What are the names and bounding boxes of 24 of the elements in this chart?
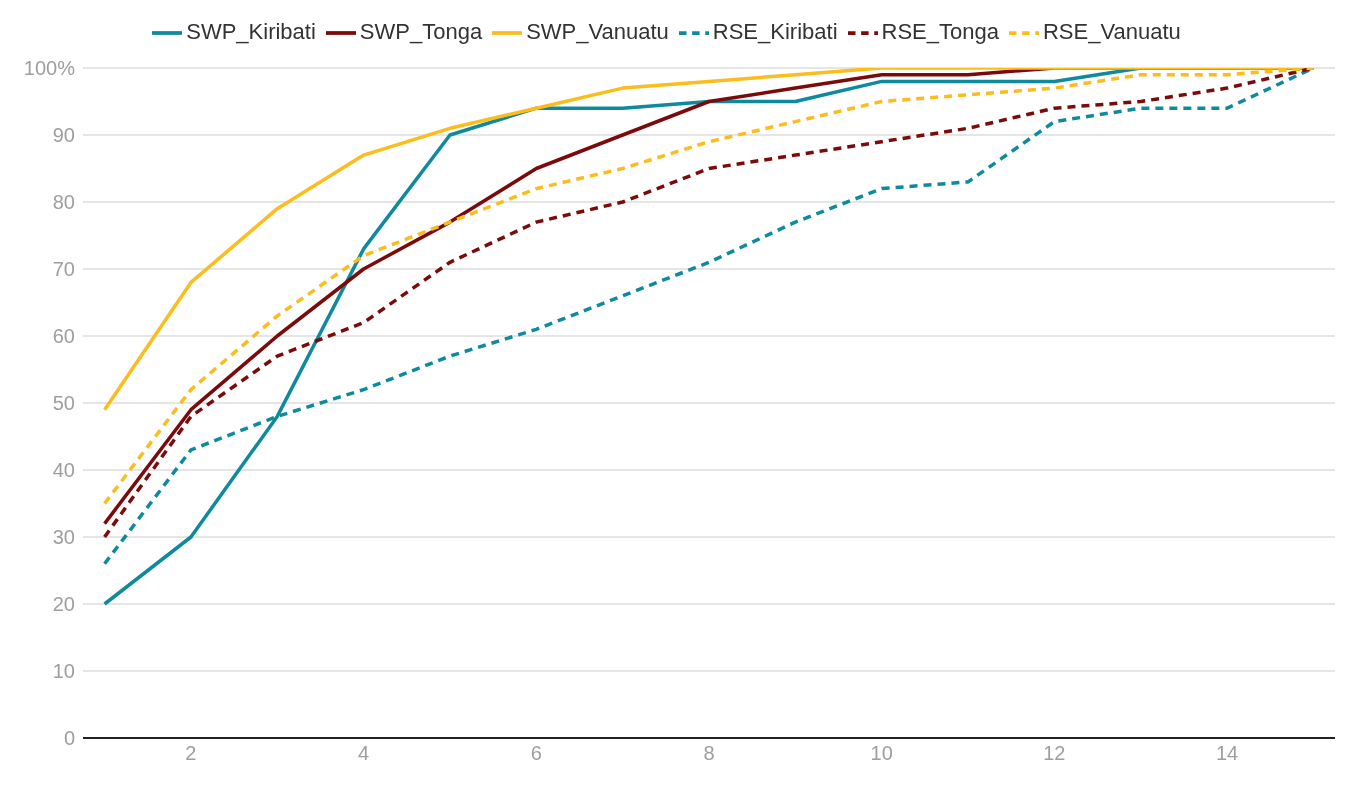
x-tick-label: 6 bbox=[530, 742, 542, 765]
y-tick-label: 70 bbox=[52, 258, 75, 281]
y-tick-label: 20 bbox=[52, 593, 75, 616]
x-tick-label: 10 bbox=[870, 742, 893, 765]
y-tick-label: 80 bbox=[52, 191, 75, 214]
x-tick-label: 12 bbox=[1043, 742, 1066, 765]
legend-label: RSE_Tonga bbox=[881, 18, 999, 44]
legend-label: RSE_Kiribati bbox=[712, 18, 838, 44]
y-tick-label: 100% bbox=[23, 57, 76, 80]
x-tick-label: 2 bbox=[185, 742, 197, 765]
x-tick-label: 8 bbox=[703, 742, 715, 765]
y-tick-label: 0 bbox=[63, 727, 75, 750]
y-tick-label: 90 bbox=[52, 124, 75, 147]
x-tick-label: 4 bbox=[358, 742, 370, 765]
legend-label: SWP_Kiribati bbox=[186, 18, 316, 44]
y-tick-label: 60 bbox=[52, 325, 75, 348]
legend-label: RSE_Vanuatu bbox=[1042, 18, 1181, 44]
y-tick-label: 50 bbox=[52, 392, 75, 415]
x-tick-label: 14 bbox=[1215, 742, 1239, 765]
legend-label: SWP_Vanuatu bbox=[526, 18, 669, 44]
y-tick-label: 30 bbox=[52, 526, 75, 549]
legend-label: SWP_Tonga bbox=[359, 18, 483, 44]
y-tick-label: 40 bbox=[52, 459, 75, 482]
y-tick-label: 10 bbox=[52, 660, 75, 683]
